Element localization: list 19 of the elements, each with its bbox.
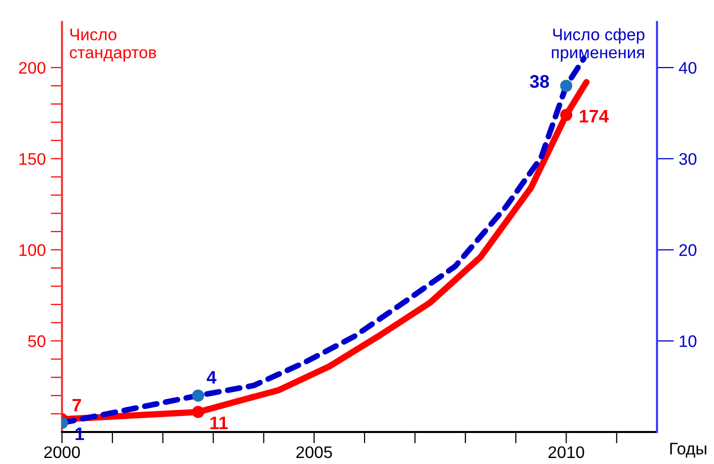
y-tick-label: 100: [19, 244, 46, 256]
y-tick-label: 150: [19, 153, 46, 165]
data-label: 11: [210, 416, 228, 430]
data-label: 4: [206, 371, 216, 384]
y-tick-label: 50: [28, 335, 46, 348]
data-label: 174: [580, 110, 609, 122]
y2-tick-label: 20: [679, 244, 696, 256]
data-label: 38: [530, 75, 550, 88]
x-tick-label: 2000: [44, 446, 80, 458]
y2-tick-label: 40: [678, 62, 696, 74]
y2-axis-title: Число сфер применения: [552, 28, 644, 62]
data-label: 7: [72, 398, 81, 412]
x-tick-label: 2010: [548, 446, 584, 458]
y2-tick-label: 30: [679, 153, 696, 165]
x-tick-label: 2005: [296, 446, 332, 458]
x-axis-title: Годы: [670, 442, 706, 458]
y2-tick-label: 10: [680, 335, 696, 348]
y-axis-title: Число стандартов: [70, 28, 156, 62]
y-tick-label: 200: [19, 62, 46, 74]
